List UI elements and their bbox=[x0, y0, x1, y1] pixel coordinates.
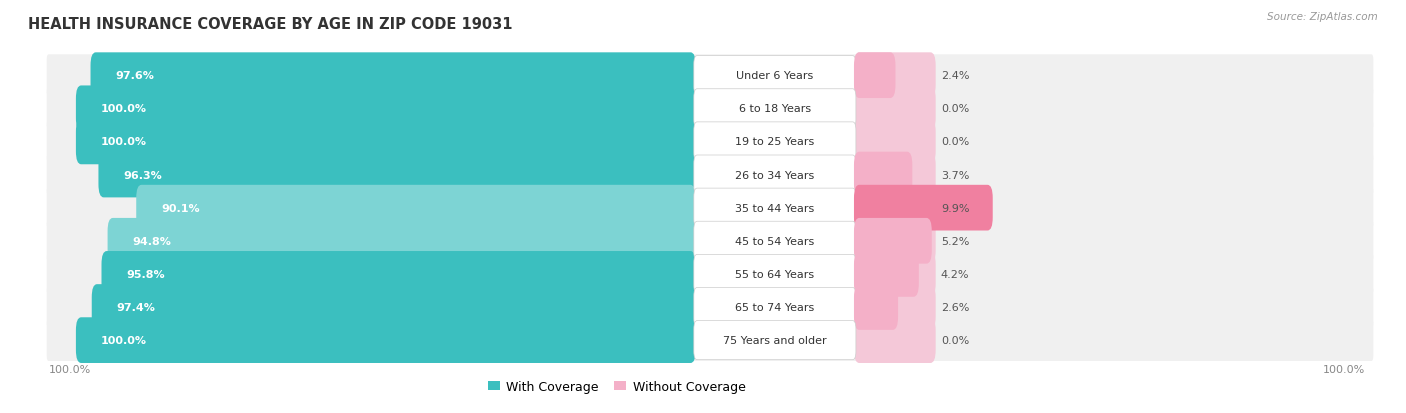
Text: 2.4%: 2.4% bbox=[941, 71, 969, 81]
FancyBboxPatch shape bbox=[693, 222, 856, 261]
Text: 100.0%: 100.0% bbox=[49, 364, 91, 374]
Text: 100.0%: 100.0% bbox=[101, 335, 146, 345]
Text: 100.0%: 100.0% bbox=[101, 104, 146, 114]
FancyBboxPatch shape bbox=[101, 252, 696, 297]
FancyBboxPatch shape bbox=[853, 252, 935, 297]
FancyBboxPatch shape bbox=[693, 123, 856, 161]
FancyBboxPatch shape bbox=[76, 86, 696, 132]
FancyBboxPatch shape bbox=[46, 254, 1374, 295]
Text: 94.8%: 94.8% bbox=[132, 236, 172, 246]
Text: 3.7%: 3.7% bbox=[941, 170, 969, 180]
FancyBboxPatch shape bbox=[853, 185, 935, 231]
Text: 5.2%: 5.2% bbox=[941, 236, 969, 246]
Text: 90.1%: 90.1% bbox=[160, 203, 200, 213]
Text: 97.4%: 97.4% bbox=[117, 302, 155, 312]
Text: 0.0%: 0.0% bbox=[941, 137, 969, 147]
FancyBboxPatch shape bbox=[853, 119, 935, 165]
Text: 100.0%: 100.0% bbox=[1323, 364, 1365, 374]
FancyBboxPatch shape bbox=[76, 318, 696, 363]
Text: 95.8%: 95.8% bbox=[127, 269, 165, 279]
FancyBboxPatch shape bbox=[693, 255, 856, 294]
Text: Under 6 Years: Under 6 Years bbox=[737, 71, 814, 81]
Text: 19 to 25 Years: 19 to 25 Years bbox=[735, 137, 814, 147]
FancyBboxPatch shape bbox=[46, 320, 1374, 361]
Text: 26 to 34 Years: 26 to 34 Years bbox=[735, 170, 814, 180]
FancyBboxPatch shape bbox=[693, 57, 856, 95]
FancyBboxPatch shape bbox=[853, 285, 935, 330]
Text: 35 to 44 Years: 35 to 44 Years bbox=[735, 203, 814, 213]
Text: 0.0%: 0.0% bbox=[941, 104, 969, 114]
FancyBboxPatch shape bbox=[853, 218, 935, 264]
FancyBboxPatch shape bbox=[853, 252, 918, 297]
Text: 97.6%: 97.6% bbox=[115, 71, 155, 81]
Text: 45 to 54 Years: 45 to 54 Years bbox=[735, 236, 814, 246]
FancyBboxPatch shape bbox=[853, 53, 935, 99]
Text: HEALTH INSURANCE COVERAGE BY AGE IN ZIP CODE 19031: HEALTH INSURANCE COVERAGE BY AGE IN ZIP … bbox=[28, 17, 513, 31]
FancyBboxPatch shape bbox=[693, 90, 856, 128]
Text: 96.3%: 96.3% bbox=[124, 170, 162, 180]
FancyBboxPatch shape bbox=[693, 321, 856, 360]
FancyBboxPatch shape bbox=[693, 288, 856, 327]
FancyBboxPatch shape bbox=[853, 318, 935, 363]
FancyBboxPatch shape bbox=[46, 121, 1374, 163]
Text: 55 to 64 Years: 55 to 64 Years bbox=[735, 269, 814, 279]
Text: 0.0%: 0.0% bbox=[941, 335, 969, 345]
Text: 4.2%: 4.2% bbox=[941, 269, 969, 279]
FancyBboxPatch shape bbox=[136, 185, 696, 231]
FancyBboxPatch shape bbox=[98, 152, 696, 198]
FancyBboxPatch shape bbox=[46, 88, 1374, 130]
FancyBboxPatch shape bbox=[853, 185, 993, 231]
FancyBboxPatch shape bbox=[853, 86, 935, 132]
FancyBboxPatch shape bbox=[853, 152, 935, 198]
FancyBboxPatch shape bbox=[90, 53, 696, 99]
FancyBboxPatch shape bbox=[76, 119, 696, 165]
FancyBboxPatch shape bbox=[46, 188, 1374, 229]
FancyBboxPatch shape bbox=[853, 152, 912, 198]
FancyBboxPatch shape bbox=[91, 285, 696, 330]
Text: Source: ZipAtlas.com: Source: ZipAtlas.com bbox=[1267, 12, 1378, 22]
Text: 100.0%: 100.0% bbox=[101, 137, 146, 147]
FancyBboxPatch shape bbox=[46, 221, 1374, 262]
FancyBboxPatch shape bbox=[46, 55, 1374, 97]
FancyBboxPatch shape bbox=[693, 189, 856, 228]
Text: 6 to 18 Years: 6 to 18 Years bbox=[738, 104, 811, 114]
Text: 65 to 74 Years: 65 to 74 Years bbox=[735, 302, 814, 312]
FancyBboxPatch shape bbox=[853, 285, 898, 330]
FancyBboxPatch shape bbox=[853, 218, 932, 264]
Text: 9.9%: 9.9% bbox=[941, 203, 969, 213]
Legend: With Coverage, Without Coverage: With Coverage, Without Coverage bbox=[482, 375, 751, 398]
FancyBboxPatch shape bbox=[46, 154, 1374, 196]
Text: 2.6%: 2.6% bbox=[941, 302, 969, 312]
FancyBboxPatch shape bbox=[693, 156, 856, 195]
FancyBboxPatch shape bbox=[46, 287, 1374, 328]
Text: 75 Years and older: 75 Years and older bbox=[723, 335, 827, 345]
FancyBboxPatch shape bbox=[108, 218, 696, 264]
FancyBboxPatch shape bbox=[853, 53, 896, 99]
